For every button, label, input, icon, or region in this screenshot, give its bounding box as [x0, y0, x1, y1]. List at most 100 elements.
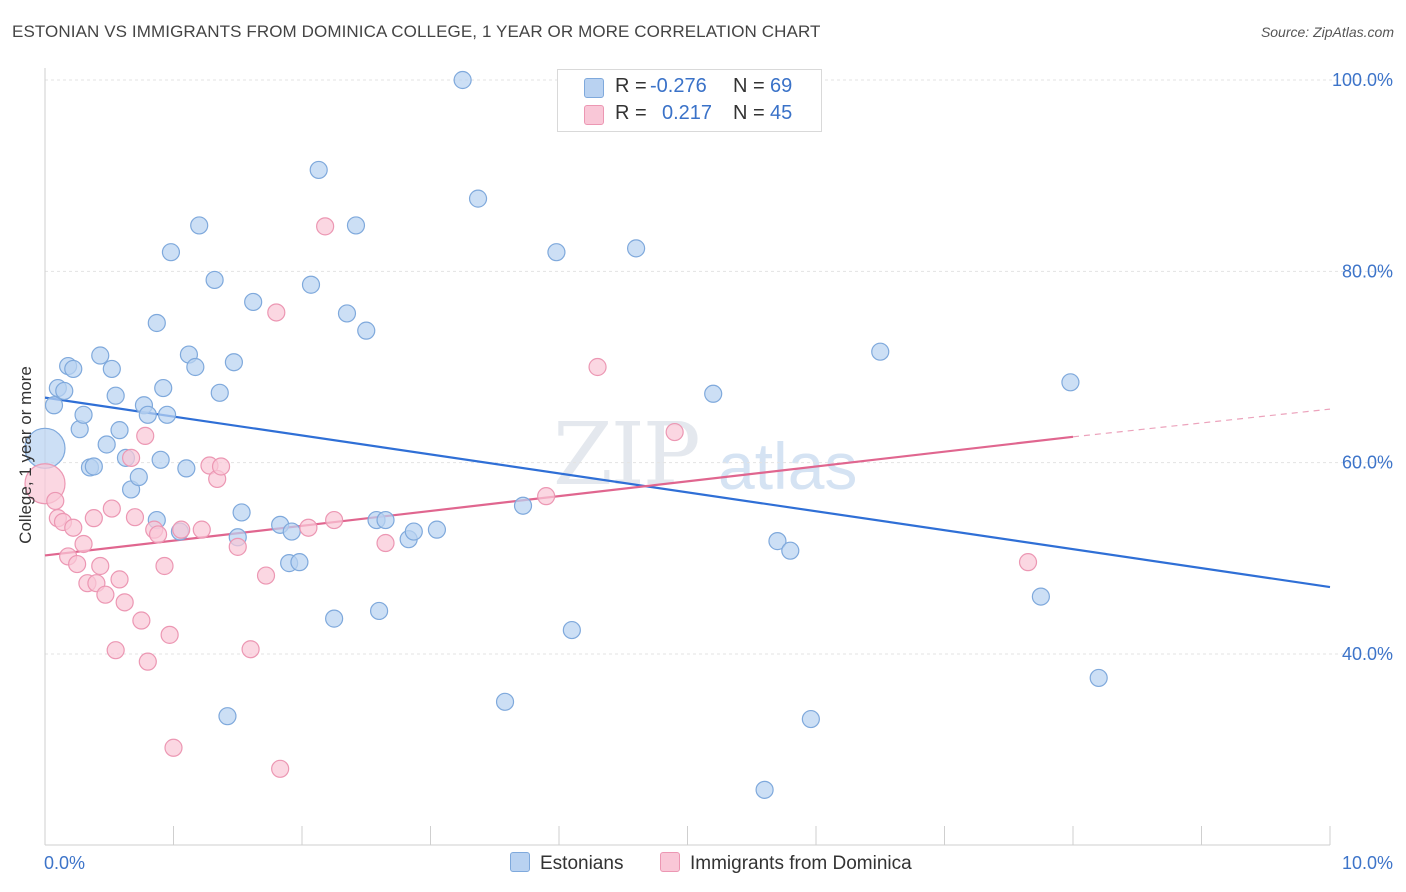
estonian-point — [232, 503, 251, 522]
estonian-point — [91, 346, 110, 365]
estonian-point — [129, 467, 148, 487]
x-tick-label: 10.0% — [1342, 853, 1393, 873]
y-tick-label: 40.0% — [1342, 644, 1393, 664]
estonian-point — [1031, 587, 1050, 606]
estonian-point — [157, 405, 177, 424]
estonian-point — [290, 553, 309, 572]
estonian-point — [102, 359, 121, 379]
dominica-trend-extension — [1072, 408, 1331, 438]
dominica-point — [211, 457, 231, 476]
estonian-point — [337, 304, 357, 323]
estonian-point — [626, 239, 646, 258]
estonian-point — [547, 243, 566, 262]
legend-item-estonians: Estonians — [510, 852, 623, 875]
dominica-point — [325, 510, 344, 530]
dominica-point — [228, 537, 247, 556]
estonian-point — [190, 216, 209, 235]
dominica-point — [155, 556, 174, 576]
dominica-point — [164, 738, 183, 757]
estonians-trend-line — [44, 396, 1331, 589]
dominica-point — [106, 641, 125, 660]
estonian-point — [871, 342, 890, 361]
y-tick-label: 80.0% — [1342, 261, 1393, 281]
estonian-point — [74, 405, 93, 424]
dominica-point — [136, 426, 155, 445]
dominica-point — [46, 491, 65, 511]
watermark-atlas: atlas — [718, 429, 858, 503]
dominica-point — [74, 534, 93, 554]
estonian-point — [301, 275, 321, 294]
dominica-point — [271, 759, 290, 778]
estonian-point — [186, 357, 205, 377]
r-value: -0.276 — [650, 75, 707, 97]
estonian-point — [801, 709, 820, 729]
estonian-point — [154, 378, 173, 398]
estonian-point — [562, 620, 581, 640]
r-label: R = — [615, 75, 647, 97]
estonian-point — [138, 405, 157, 424]
chart-title: ESTONIAN VS IMMIGRANTS FROM DOMINICA COL… — [12, 22, 821, 41]
source-label: Source: ZipAtlas.com — [1260, 24, 1394, 40]
estonian-point — [282, 522, 301, 541]
estonian-point — [768, 532, 787, 551]
tick-labels: 40.0% 60.0% 80.0% 100.0% 0.0% 10.0% — [44, 70, 1393, 873]
dominica-point — [172, 520, 191, 539]
estonians-swatch — [584, 78, 604, 98]
dominica-trend-line — [44, 435, 1074, 557]
estonian-point — [309, 160, 328, 180]
dominica-point — [537, 487, 556, 506]
dominica-point — [132, 611, 151, 630]
axes — [44, 68, 1331, 846]
dominica-point — [267, 303, 286, 322]
estonian-point — [513, 496, 533, 515]
dominica-swatch — [584, 105, 604, 125]
estonian-point — [755, 780, 774, 799]
estonian-point — [404, 522, 423, 541]
dominica-point — [91, 556, 110, 576]
dominica-point — [376, 533, 395, 553]
data-points — [24, 70, 1108, 799]
dominica-point — [64, 518, 83, 537]
n-value: 45 — [770, 102, 793, 124]
dominica-point — [256, 566, 276, 585]
dominica-point — [1018, 553, 1038, 572]
r-value: 0.217 — [662, 102, 713, 124]
estonian-point — [1061, 373, 1080, 392]
estonian-point — [110, 421, 129, 440]
correlation-legend: R = -0.276 N = 69 R = 0.217 N = 45 — [557, 69, 822, 132]
estonian-point — [64, 359, 83, 379]
n-value: 69 — [770, 75, 793, 97]
estonian-point — [177, 459, 196, 478]
dominica-point — [125, 508, 145, 527]
estonian-point — [55, 381, 74, 401]
n-label: N = — [733, 75, 765, 97]
dominica-point — [241, 640, 260, 659]
dominica-point — [96, 585, 115, 604]
legend-item-dominica: Immigrants from Dominica — [660, 852, 912, 875]
dominica-point — [110, 570, 129, 589]
estonian-point — [224, 353, 243, 372]
estonian-point — [205, 270, 224, 290]
estonian-point — [218, 707, 237, 726]
r-label: R = — [615, 102, 647, 124]
estonian-point — [44, 396, 64, 415]
estonian-point — [151, 450, 170, 469]
estonians-legend-swatch — [510, 852, 530, 872]
estonian-point — [147, 313, 166, 333]
dominica-point — [138, 652, 157, 671]
dominica-legend-swatch — [660, 852, 680, 872]
estonian-point — [1089, 668, 1108, 688]
y-tick-label: 60.0% — [1342, 453, 1393, 473]
dominica-point — [160, 625, 179, 644]
trend-lines — [44, 396, 1331, 589]
estonian-point — [244, 292, 263, 312]
dominica-point — [299, 518, 318, 537]
dominica-point — [588, 357, 607, 377]
estonian-point — [97, 435, 116, 454]
estonian-point — [468, 189, 488, 208]
dominica-point — [316, 217, 335, 236]
estonian-point — [357, 321, 376, 340]
estonian-point — [453, 70, 472, 90]
estonian-point — [781, 541, 800, 560]
